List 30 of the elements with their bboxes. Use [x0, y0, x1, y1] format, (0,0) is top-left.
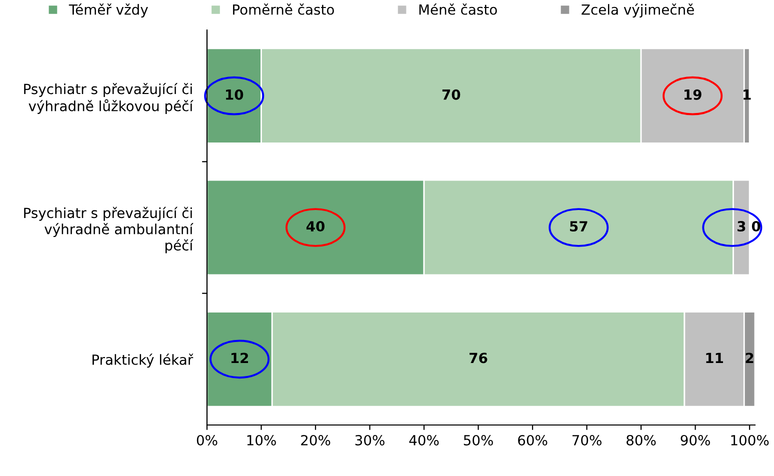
data-label: 2 — [746, 352, 754, 363]
legend-label: Zcela výjimečně — [582, 4, 694, 18]
x-tick-label: 50% — [464, 434, 493, 446]
x-tick-label: 80% — [626, 434, 656, 446]
x-tick-label: 20% — [301, 434, 330, 446]
data-label: 70 — [442, 89, 460, 100]
y-tick-label: Psychiatr s převažující či výhradně lůžkovou péčí — [24, 82, 194, 114]
data-label: 3 — [738, 221, 746, 232]
x-tick-label: 40% — [409, 434, 439, 446]
data-label: 0 — [752, 221, 760, 232]
x-tick-label: 100% — [731, 434, 769, 446]
legend-label: Poměrně často — [233, 4, 334, 15]
legend-label: Téměř vždy — [68, 4, 148, 18]
data-label: 11 — [706, 352, 724, 363]
x-tick-label: 60% — [518, 434, 548, 446]
x-tick-label: 30% — [355, 434, 384, 446]
data-label: 40 — [306, 221, 325, 232]
x-tick-label: 0% — [196, 434, 218, 446]
data-label: 76 — [470, 352, 488, 364]
y-tick-label: Psychiatr s převažující či výhradně ambulantní péčí — [24, 206, 194, 254]
data-label: 19 — [684, 89, 702, 100]
x-tick-label: 10% — [247, 434, 276, 446]
x-tick-label: 90% — [680, 434, 710, 446]
x-tick-label: 70% — [572, 434, 602, 446]
legend-label: Méně často — [419, 4, 497, 15]
data-label: 57 — [570, 221, 588, 232]
data-label: 10 — [226, 89, 244, 100]
data-label: 12 — [231, 352, 248, 363]
y-tick-label: Praktický lékař — [92, 354, 194, 368]
data-label: 1 — [744, 90, 751, 100]
